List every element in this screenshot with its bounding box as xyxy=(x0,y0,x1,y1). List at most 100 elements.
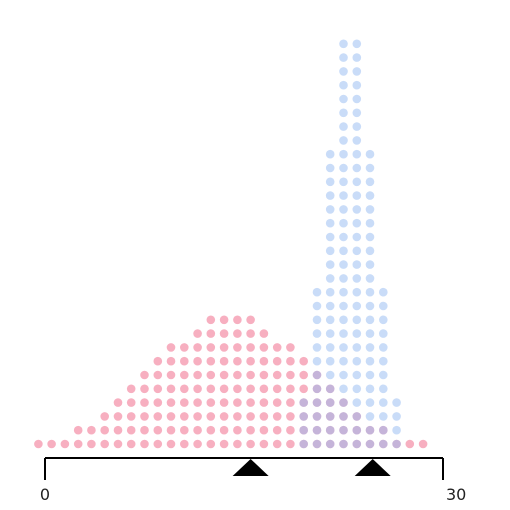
dot-series-0-bin-16-9 xyxy=(246,315,255,325)
dot-series-1-bin-6-0 xyxy=(379,439,388,449)
dot-series-0-bin-6-1 xyxy=(113,425,123,435)
dot-series-1-bin-2-15 xyxy=(325,232,335,242)
dot-series-0-bin-6-0 xyxy=(113,439,123,449)
dot-series-1-bin-6-10 xyxy=(379,301,388,311)
dot-series-1-bin-5-7 xyxy=(365,343,375,352)
dot-series-1-bin-2-10 xyxy=(325,301,335,311)
dot-series-1-bin-2-21 xyxy=(325,149,335,159)
dot-series-1-bin-2-1 xyxy=(325,425,335,435)
dot-series-1-bin-7-3 xyxy=(392,398,401,407)
dot-series-1-bin-1-7 xyxy=(312,343,322,352)
dot-series-1-bin-4-14 xyxy=(352,246,362,256)
dot-series-0-bin-7-2 xyxy=(126,412,136,421)
dot-series-0-bin-16-5 xyxy=(246,370,255,380)
dot-series-0-bin-18-3 xyxy=(272,398,282,407)
dot-series-0-bin-18-7 xyxy=(272,343,282,352)
dot-series-1-bin-3-20 xyxy=(339,163,348,173)
dot-series-0-bin-8-0 xyxy=(140,439,149,449)
dot-series-0-bin-14-7 xyxy=(219,343,229,352)
dot-series-0-bin-10-3 xyxy=(166,398,176,407)
dot-series-0-bin-8-3 xyxy=(140,398,149,407)
dot-series-1-bin-5-19 xyxy=(365,177,375,187)
dot-series-1-bin-2-0 xyxy=(325,439,335,449)
mean-marker-series-0 xyxy=(232,459,269,476)
dot-series-0-bin-9-1 xyxy=(153,425,163,435)
dot-series-1-bin-6-4 xyxy=(379,384,388,394)
dot-series-0-bin-9-3 xyxy=(153,398,163,407)
dot-series-0-bin-11-6 xyxy=(180,356,189,366)
dot-series-0-bin-16-7 xyxy=(246,343,255,352)
dot-series-0-bin-11-3 xyxy=(180,398,189,407)
dot-series-0-bin-16-1 xyxy=(246,425,255,435)
dot-series-0-bin-2-0 xyxy=(60,439,70,449)
dot-series-0-bin-10-2 xyxy=(166,412,176,421)
dot-series-0-bin-19-6 xyxy=(286,356,295,366)
dot-series-0-bin-14-8 xyxy=(219,329,229,338)
dot-series-1-bin-2-8 xyxy=(325,329,335,338)
dot-series-0-bin-10-5 xyxy=(166,370,176,380)
dot-series-1-bin-3-6 xyxy=(339,356,348,366)
dot-series-0-bin-18-1 xyxy=(272,425,282,435)
dot-series-0-bin-28-0 xyxy=(405,439,415,449)
dot-series-0-bin-12-1 xyxy=(193,425,202,435)
dot-series-1-bin-1-1 xyxy=(312,425,322,435)
dot-series-1-bin-4-10 xyxy=(352,301,362,311)
dot-series-1-bin-7-0 xyxy=(392,439,401,449)
dot-series-1-bin-2-11 xyxy=(325,287,335,297)
dot-series-0-bin-9-5 xyxy=(153,370,163,380)
dot-series-0-bin-14-0 xyxy=(219,439,229,449)
dot-series-1-bin-4-0 xyxy=(352,439,362,449)
dot-series-1-bin-5-12 xyxy=(365,274,375,283)
dot-series-0-bin-20-6 xyxy=(299,356,309,366)
dot-series-1-bin-6-9 xyxy=(379,315,388,325)
dot-series-1-bin-4-4 xyxy=(352,384,362,394)
dot-series-1-bin-3-17 xyxy=(339,205,348,214)
dot-series-1-bin-1-4 xyxy=(312,384,322,394)
dot-series-0-bin-15-8 xyxy=(233,329,242,338)
dot-series-1-bin-4-13 xyxy=(352,260,362,269)
dot-series-1-bin-4-2 xyxy=(352,412,362,421)
dot-series-0-bin-4-1 xyxy=(87,425,96,435)
dot-series-1-bin-2-6 xyxy=(325,356,335,366)
dot-series-0-bin-8-2 xyxy=(140,412,149,421)
dot-series-1-bin-3-24 xyxy=(339,108,348,118)
dot-series-0-bin-19-0 xyxy=(286,439,295,449)
dot-series-1-bin-4-3 xyxy=(352,398,362,407)
dot-series-0-bin-12-6 xyxy=(193,356,202,366)
dot-series-1-bin-5-18 xyxy=(365,191,375,200)
dot-series-1-bin-4-27 xyxy=(352,67,362,76)
dot-series-1-bin-7-1 xyxy=(392,425,401,435)
dot-series-0-bin-9-2 xyxy=(153,412,163,421)
dot-series-1-bin-0-1 xyxy=(299,425,309,435)
dot-series-1-bin-1-6 xyxy=(312,356,322,366)
dot-series-0-bin-17-8 xyxy=(259,329,269,338)
dot-series-0-bin-9-4 xyxy=(153,384,163,394)
x-axis: 0 30 xyxy=(40,457,466,504)
dot-series-1-bin-3-9 xyxy=(339,315,348,325)
dot-series-1-bin-3-18 xyxy=(339,191,348,200)
dot-series-0-bin-0-0 xyxy=(34,439,43,449)
dot-series-0-bin-19-5 xyxy=(286,370,295,380)
dot-series-0-bin-29-0 xyxy=(418,439,428,449)
dot-series-1-bin-3-26 xyxy=(339,80,348,90)
dot-series-0-bin-12-3 xyxy=(193,398,202,407)
dot-series-0-bin-11-4 xyxy=(180,384,189,394)
dot-series-1-bin-5-5 xyxy=(365,370,375,380)
dot-series-1-bin-1-2 xyxy=(312,412,322,421)
dot-series-0-bin-13-8 xyxy=(206,329,216,338)
dot-series-0-bin-18-6 xyxy=(272,356,282,366)
dot-series-1-bin-4-17 xyxy=(352,205,362,214)
dot-series-0-bin-1-0 xyxy=(47,439,56,449)
dot-series-0-bin-11-7 xyxy=(180,343,189,352)
dot-series-1-bin-3-19 xyxy=(339,177,348,187)
dot-series-1-bin-2-2 xyxy=(325,412,335,421)
dot-series-1-bin-1-5 xyxy=(312,370,322,380)
dot-series-1-bin-4-8 xyxy=(352,329,362,338)
dot-series-0-bin-13-6 xyxy=(206,356,216,366)
dot-series-1-bin-2-4 xyxy=(325,384,335,394)
dot-series-0-bin-18-2 xyxy=(272,412,282,421)
dot-series-1-bin-3-28 xyxy=(339,53,348,62)
dot-series-0-bin-11-1 xyxy=(180,425,189,435)
dot-series-0-bin-17-7 xyxy=(259,343,269,352)
dot-series-0-bin-5-1 xyxy=(100,425,109,435)
